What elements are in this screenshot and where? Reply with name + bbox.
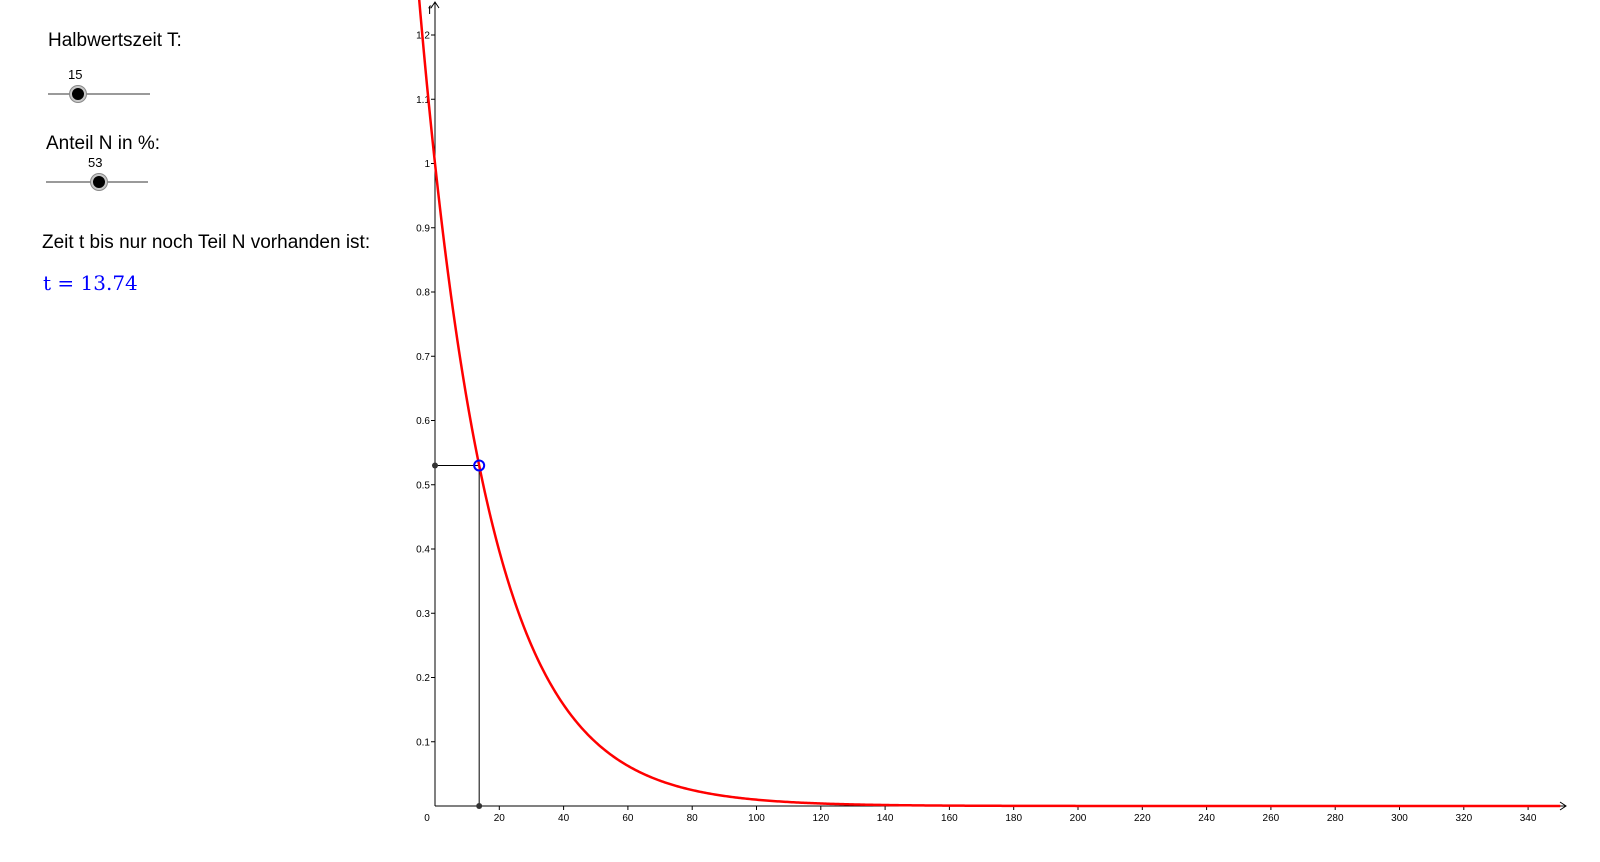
x-tick-label: 80 (687, 813, 699, 824)
fraction-slider[interactable] (46, 170, 148, 194)
x-tick-label: 240 (1198, 813, 1215, 824)
y-tick-label: 0.2 (416, 673, 430, 684)
x-tick-label: 260 (1263, 813, 1280, 824)
x-axis-arrow (1559, 801, 1567, 811)
y-tick-label: 0.6 (416, 416, 430, 427)
y-tick-label: 0.1 (416, 737, 430, 748)
x-tick-label: 300 (1391, 813, 1408, 824)
x-tick-label: 200 (1070, 813, 1087, 824)
fraction-slider-thumb[interactable] (91, 174, 107, 190)
halflife-slider-thumb[interactable] (70, 86, 86, 102)
y-tick-label: 1.1 (416, 95, 430, 106)
halflife-slider-track (48, 93, 150, 95)
y-tick-label: 0.3 (416, 609, 430, 620)
y-tick-label: 0.9 (416, 223, 430, 234)
function-label: f (428, 3, 432, 17)
x-tick-label: 220 (1134, 813, 1151, 824)
x-tick-label: 280 (1327, 813, 1344, 824)
x-tick-label: 120 (812, 813, 829, 824)
x-tick-label: 180 (1005, 813, 1022, 824)
x-tick-label: 60 (622, 813, 634, 824)
result-value: t = 13.74 (43, 271, 138, 295)
x-tick-label: 20 (494, 813, 506, 824)
y-tick-label: 0.8 (416, 288, 430, 299)
result-label: Zeit t bis nur noch Teil N vorhanden ist… (42, 232, 371, 253)
x-tick-label: 140 (877, 813, 894, 824)
x-tick-label: 320 (1455, 813, 1472, 824)
halflife-value: 15 (68, 67, 83, 82)
x-axis-point (476, 803, 483, 809)
decay-curve (417, 0, 1561, 808)
y-tick-label: 1 (424, 159, 430, 170)
intersection-point (473, 459, 486, 472)
y-tick-label: 0.5 (416, 480, 430, 491)
halflife-slider[interactable] (48, 82, 150, 106)
guide-lines (435, 464, 480, 806)
x-axis-ticks: 0 20 40 60 80 100 120 140 160 180 200 220 240 260 280 3… (424, 806, 1537, 824)
axes (430, 1, 1567, 811)
y-axis-arrow (430, 1, 440, 9)
x-tick-label: 340 (1520, 813, 1537, 824)
x-tick-label: 40 (558, 813, 570, 824)
y-axis-point (432, 462, 438, 469)
y-tick-label: 0.4 (416, 545, 430, 556)
x-tick-label: 0 (424, 813, 430, 824)
y-tick-label: 0.7 (416, 352, 430, 363)
fraction-label: Anteil N in %: (46, 133, 161, 154)
x-tick-label: 160 (941, 813, 958, 824)
halflife-label: Halbwertszeit T: (48, 30, 182, 51)
fraction-value: 53 (88, 155, 103, 170)
x-tick-label: 100 (748, 813, 765, 824)
points (432, 459, 486, 809)
